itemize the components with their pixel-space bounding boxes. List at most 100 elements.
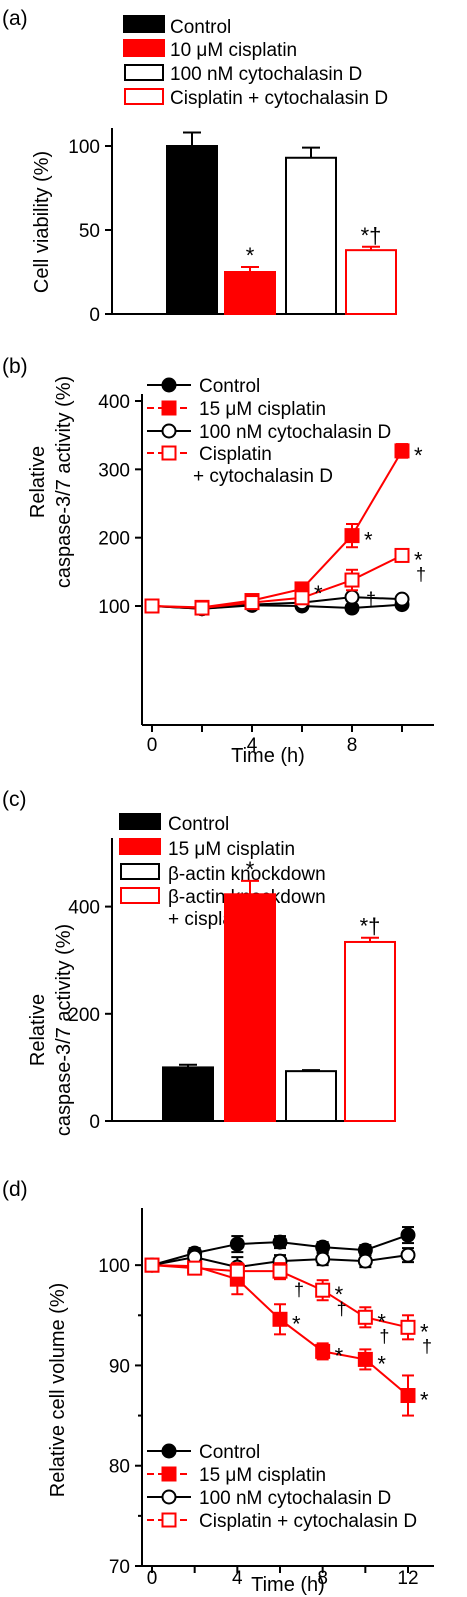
legend-c-swatch-control [119,813,161,830]
data-point [161,1443,177,1459]
y-tick-label: 400 [68,898,100,919]
panel-c-legend: Control 15 μM cisplatin β-actin knockdow… [119,813,326,930]
data-point [272,1311,288,1327]
data-point [315,1251,331,1267]
bar [166,145,218,315]
significance-label: * [335,1343,344,1368]
data-point [357,1253,373,1269]
panel-c-bars: * *† [162,857,396,1123]
legend-d-label-cisplatin: 15 μM cisplatin [199,1465,326,1486]
bar [345,249,397,316]
x-tick-label: 4 [247,735,258,756]
panel-b-legend: Control 15 μM cisplatin 100 nM cytochala… [147,376,391,487]
significance-label: * [420,1319,429,1344]
legend-d-label-combo: Cisplatin + cytochalasin D [199,1511,417,1532]
data-point [144,598,160,614]
data-point [394,547,410,563]
panel-b: (b) Control 15 μM cisplatin 100 nM cytoc… [2,355,434,767]
bar [224,893,276,1122]
significance-label: * [377,1309,386,1334]
data-point [229,1263,245,1279]
significance-label: † [294,1280,304,1300]
x-tick-label: 0 [147,735,158,756]
data-point [229,1236,245,1252]
significance-label: * [364,528,373,553]
x-tick-label: 0 [147,1568,158,1589]
y-tick-label: 300 [98,460,130,481]
panel-c-axes: 0 200 400 [68,838,388,1133]
data-point [272,1263,288,1279]
significance-label: † [337,1299,347,1319]
legend-a-swatch-control [123,15,165,33]
legend-a-label-combo: Cisplatin + cytochalasin D [170,88,388,109]
data-point [394,591,410,607]
panel-a-ylabel-line-0: Cell viability (%) [31,151,53,293]
y-tick-label: 400 [98,392,130,413]
legend-c-label-cisplatin: 15 μM cisplatin [168,839,295,860]
panel-a-bars: * *† [166,131,397,316]
significance-label: * [246,857,255,882]
panel-a-axes: 0 50 100 [68,128,388,326]
y-tick-label: 0 [89,305,100,326]
y-tick-label: 200 [68,1005,100,1026]
y-tick-label: 80 [109,1457,130,1478]
panel-a-label: (a) [2,7,28,30]
data-point [272,1234,288,1250]
panel-c-ylabel: Relative caspase-3/7 activity (%) [27,924,75,1136]
data-point [357,1309,373,1325]
panel-c-ylabel-line-1: caspase-3/7 activity (%) [53,924,75,1136]
y-tick-label: 0 [89,1112,100,1133]
bar [344,940,396,1123]
bar [224,271,276,315]
panel-b-ylabel-line-1: caspase-3/7 activity (%) [53,376,75,588]
data-point [161,400,177,416]
data-point [400,1247,416,1263]
data-point [357,1351,373,1367]
legend-c-label-knockdown: β-actin knockdown [168,864,326,885]
significance-label: * [314,581,323,606]
legend-b-label-combo-1: Cisplatin [199,444,272,465]
data-point [161,377,177,393]
data-point [400,1388,416,1404]
panel-a: (a) Control 10 μM cisplatin 100 nM cytoc… [2,7,397,326]
legend-a-label-cisplatin: 10 μM cisplatin [170,40,297,61]
data-point [161,445,177,461]
x-tick-label: 8 [317,1568,328,1589]
legend-b-label-combo-2: + cytochalasin D [193,466,333,487]
significance-label: † [379,1326,389,1346]
data-point [400,1227,416,1243]
significance-label: * [292,1311,301,1336]
panel-d-axes: 70 80 90 100 0 4 8 12 [98,1208,434,1589]
series-line [151,554,403,610]
legend-b-label-cytochalasin: 100 nM cytochalasin D [199,422,391,443]
data-point [161,1466,177,1482]
panel-c-ylabel-line-0: Relative [27,994,49,1066]
bar [285,1070,337,1122]
significance-label: † [366,589,376,609]
data-point [161,1489,177,1505]
legend-d-label-cytochalasin: 100 nM cytochalasin D [199,1488,391,1509]
legend-a-swatch-combo [124,88,164,105]
significance-label: *† [360,914,381,939]
y-tick-label: 90 [109,1356,130,1377]
data-point [244,595,260,611]
legend-a-label-cytochalasin: 100 nM cytochalasin D [170,64,362,85]
y-tick-label: 100 [98,1256,130,1277]
data-point [144,1257,160,1273]
significance-label: † [422,1336,432,1356]
panel-d-legend: Control 15 μM cisplatin 100 nM cytochala… [147,1442,417,1532]
panel-b-axes: 100 200 300 400 0 4 8 [98,392,434,756]
data-point [400,1319,416,1335]
panel-b-label: (b) [2,355,28,378]
bar [162,1066,214,1123]
panel-a-ylabel: Cell viability (%) [31,151,53,293]
data-point [344,572,360,588]
panel-d-label: (d) [2,1178,28,1201]
y-tick-label: 100 [68,137,100,158]
data-point [161,423,177,439]
data-point [161,1512,177,1528]
data-point [344,589,360,605]
panel-d: (d) Relative cell volume (%) Time (h) 70… [2,1178,434,1596]
significance-label: * [414,443,423,468]
